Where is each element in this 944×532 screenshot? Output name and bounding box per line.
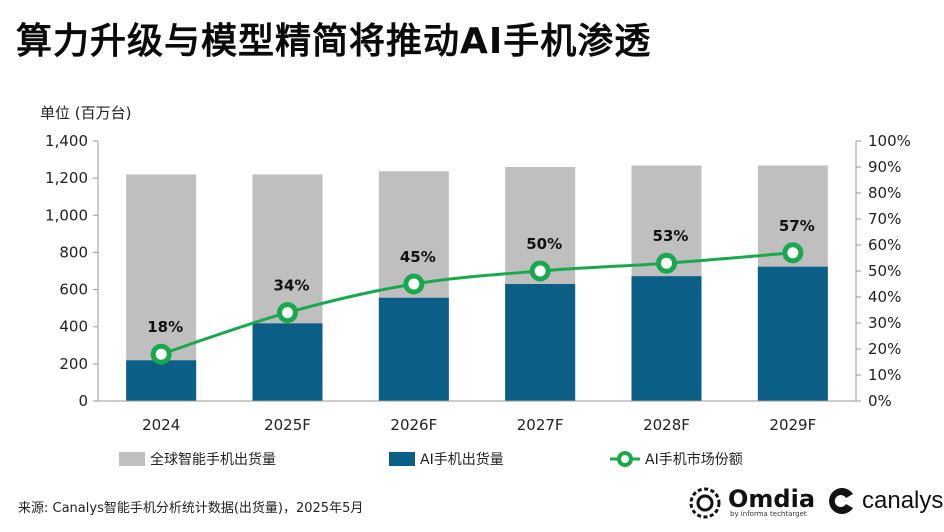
y-right-tick-label: 60%	[868, 236, 901, 254]
ai-share-point	[656, 252, 677, 274]
legend-swatch-total	[119, 452, 145, 466]
bar-ai-shipments	[252, 323, 323, 401]
omdia-mark-icon	[689, 487, 721, 519]
y-right-tick-label: 70%	[868, 210, 901, 228]
y-left-tick-label: 800	[59, 243, 88, 261]
bar-ai-shipments	[757, 266, 828, 401]
y-right-tick-label: 50%	[868, 262, 901, 280]
ai-share-point	[403, 273, 425, 295]
ai-share-point	[150, 343, 172, 365]
ai-share-data-label: 53%	[653, 227, 689, 245]
y-right-tick-label: 20%	[868, 340, 901, 358]
ai-share-point	[277, 302, 298, 324]
y-left-tick-label: 200	[59, 355, 88, 373]
y-axis-unit-label: 单位 (百万台)	[40, 104, 132, 122]
x-tick-label: 2029F	[769, 416, 816, 434]
page-title: 算力升级与模型精简将推动AI手机渗透	[16, 21, 652, 62]
omdia-subline: by informa techtarget	[730, 510, 807, 518]
canalys-wordmark: canalys	[862, 487, 944, 514]
ai-share-data-label: 18%	[147, 318, 183, 336]
legend-swatch-ai	[389, 452, 415, 466]
legend-marker-share	[617, 451, 633, 467]
y-right-tick-label: 90%	[868, 158, 901, 176]
y-right-tick-label: 100%	[868, 132, 911, 150]
y-right-tick-label: 10%	[868, 366, 901, 384]
x-tick-label: 2027F	[517, 416, 564, 434]
bar-ai-shipments	[505, 284, 576, 401]
ai-share-data-label: 57%	[779, 217, 815, 235]
y-left-tick-label: 400	[59, 318, 88, 336]
canalys-mark-icon	[829, 488, 853, 514]
y-right-tick-label: 30%	[868, 314, 901, 332]
source-note: 来源: Canalys智能手机分析统计数据(出货量)，2025年5月	[18, 501, 364, 516]
y-left-tick-label: 600	[59, 281, 88, 299]
y-right-tick-label: 80%	[868, 184, 901, 202]
y-left-tick-label: 1,000	[45, 206, 88, 224]
bar-ai-shipments	[631, 276, 702, 401]
x-tick-label: 2026F	[390, 416, 437, 434]
ai-share-line	[160, 251, 793, 356]
legend-label-total: 全球智能手机出货量	[150, 451, 276, 468]
y-left-tick-label: 1,200	[45, 169, 88, 187]
legend-label-share: AI手机市场份额	[645, 451, 743, 468]
ai-share-data-label: 34%	[274, 277, 310, 295]
omdia-logo: Omdia by informa techtarget	[688, 486, 815, 520]
omdia-wordmark: Omdia	[728, 485, 816, 513]
legend-label-ai: AI手机出货量	[420, 451, 504, 468]
ai-share-point	[782, 242, 804, 264]
y-left-tick-label: 1,400	[45, 132, 88, 150]
bar-ai-shipments	[378, 297, 449, 401]
x-tick-label: 2025F	[264, 416, 311, 434]
x-tick-label: 2028F	[643, 416, 690, 434]
y-right-tick-label: 40%	[868, 288, 901, 306]
ai-share-data-label: 45%	[400, 248, 436, 266]
x-tick-label: 2024	[142, 416, 180, 434]
y-right-tick-label: 0%	[868, 392, 892, 410]
bar-ai-shipments	[126, 360, 197, 401]
ai-share-data-label: 50%	[526, 235, 562, 253]
y-left-tick-label: 0	[78, 392, 88, 410]
chart: 0 200 400 600 800 1,000 1,200 1,400 0% 10% 20% 30% 4…	[45, 132, 911, 468]
canalys-logo: canalys	[826, 486, 943, 516]
ai-share-point	[529, 260, 551, 282]
